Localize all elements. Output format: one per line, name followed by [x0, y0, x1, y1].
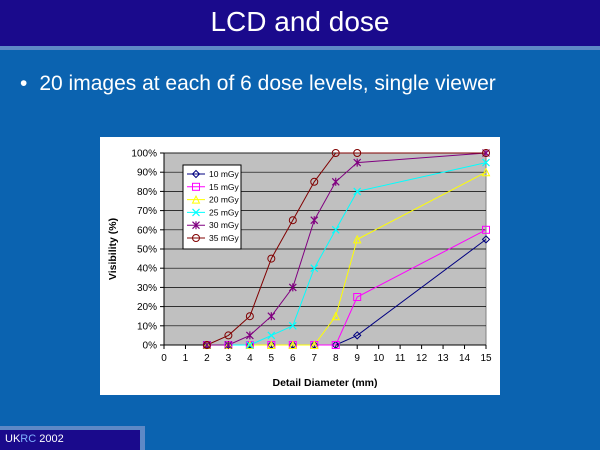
x-tick-label: 9 [354, 353, 360, 364]
legend-entry: 30 mGy [209, 220, 240, 230]
data-point-series-4 [353, 187, 362, 196]
data-point-series-6 [482, 149, 490, 157]
y-tick-label: 40% [137, 264, 157, 275]
data-point-series-2 [353, 293, 362, 301]
data-point-series-3 [331, 311, 341, 321]
data-point-series-6 [331, 149, 340, 157]
data-point-series-5 [331, 177, 340, 186]
slide-title: LCD and dose [210, 6, 390, 37]
x-tick-label: 10 [373, 353, 385, 364]
data-point-series-5 [310, 216, 319, 225]
data-point-series-6 [202, 341, 211, 349]
y-tick-label: 60% [137, 225, 157, 236]
y-tick-label: 80% [137, 187, 157, 198]
data-point-series-2 [482, 225, 490, 234]
bullet-point: • 20 images at each of 6 dose levels, sin… [20, 72, 496, 96]
x-tick-label: 14 [459, 353, 471, 364]
y-tick-label: 30% [137, 283, 157, 294]
x-tick-label: 7 [311, 353, 317, 364]
x-tick-label: 11 [395, 353, 406, 364]
data-point-series-1 [352, 331, 362, 340]
line-chart: 0%10%20%30%40%50%60%70%80%90%100%0 1 2 3 4 5 6… [107, 149, 492, 390]
x-tick-label: 0 [161, 353, 167, 364]
footer-year: 2002 [39, 433, 64, 445]
chart-container: 0% 10% 20% 30% 40% 50% 60% 70% 80% 90% 100% 0 1 2 3 4 5 6… [100, 137, 500, 395]
footer-label: UKRC 2002 [5, 433, 64, 445]
data-point-series-1 [481, 235, 491, 244]
data-point-series-3 [309, 340, 319, 349]
data-point-series-3 [245, 340, 255, 349]
y-tick-label: 90% [137, 168, 157, 179]
y-tick-label: 70% [137, 206, 157, 217]
data-point-series-4 [310, 264, 319, 273]
legend-entry: 10 mGy [209, 169, 240, 179]
y-tick-label: 10% [137, 321, 157, 332]
y-tick-label: 0% [143, 341, 158, 352]
legend-marker [192, 221, 200, 230]
legend-marker [191, 169, 201, 179]
legend-marker [191, 194, 201, 204]
x-tick-label: 6 [290, 353, 296, 364]
data-point-series-4 [482, 158, 490, 167]
data-point-series-6 [353, 149, 362, 157]
x-tick-label: 3 [226, 353, 232, 364]
data-point-series-4 [288, 321, 297, 330]
x-tick-label: 13 [438, 353, 450, 364]
x-tick-label: 15 [480, 353, 492, 364]
footer-org-part1: UK [5, 433, 21, 445]
legend-box [182, 164, 242, 250]
data-point-series-6 [267, 254, 276, 263]
y-axis-title: Visibility (%) [107, 218, 119, 280]
x-axis-title: Detail Diameter (mm) [272, 377, 377, 389]
x-tick-label: 12 [416, 353, 428, 364]
footer-rule [0, 426, 145, 430]
data-point-series-3 [267, 340, 276, 349]
legend-entry: 15 mGy [209, 182, 240, 192]
legend-marker [192, 182, 200, 191]
footer-bar [0, 430, 140, 450]
x-tick-label: 5 [269, 353, 275, 364]
title-bar [0, 0, 600, 46]
legend-marker [192, 234, 200, 242]
y-tick-label: 20% [137, 302, 157, 313]
series-line-6 [206, 152, 486, 346]
data-point-series-6 [224, 331, 233, 340]
data-point-series-5 [245, 331, 254, 340]
data-point-series-6 [310, 177, 319, 186]
data-point-series-5 [353, 158, 362, 167]
y-tick-label: 100% [131, 149, 157, 160]
data-point-series-4 [331, 225, 340, 234]
data-point-series-2 [331, 341, 340, 349]
data-point-series-3 [288, 340, 298, 349]
data-point-series-5 [288, 283, 297, 292]
data-point-series-4 [245, 341, 254, 349]
data-point-series-4 [267, 331, 276, 340]
x-tick-label: 8 [333, 353, 339, 364]
y-tick-label: 50% [137, 245, 157, 256]
data-point-series-3 [481, 167, 491, 177]
x-tick-label: 1 [183, 353, 189, 364]
footer-shadow [140, 426, 145, 450]
bullet-text: 20 images at each of 6 dose levels, sing… [39, 72, 496, 95]
legend-entry: 25 mGy [209, 207, 240, 217]
data-point-series-5 [224, 341, 233, 349]
data-point-series-5 [267, 312, 276, 321]
x-tick-label: 2 [204, 353, 210, 364]
data-point-series-6 [288, 216, 297, 225]
legend-marker [192, 208, 200, 217]
legend-entry: 35 mGy [209, 233, 240, 243]
x-tick-label: 4 [247, 353, 253, 364]
data-point-series-6 [245, 312, 254, 321]
footer-org-part2: RC [20, 433, 37, 445]
title-divider [0, 46, 600, 50]
data-point-series-3 [352, 234, 362, 244]
legend-entry: 20 mGy [209, 195, 240, 205]
bullet-marker: • [20, 72, 28, 95]
